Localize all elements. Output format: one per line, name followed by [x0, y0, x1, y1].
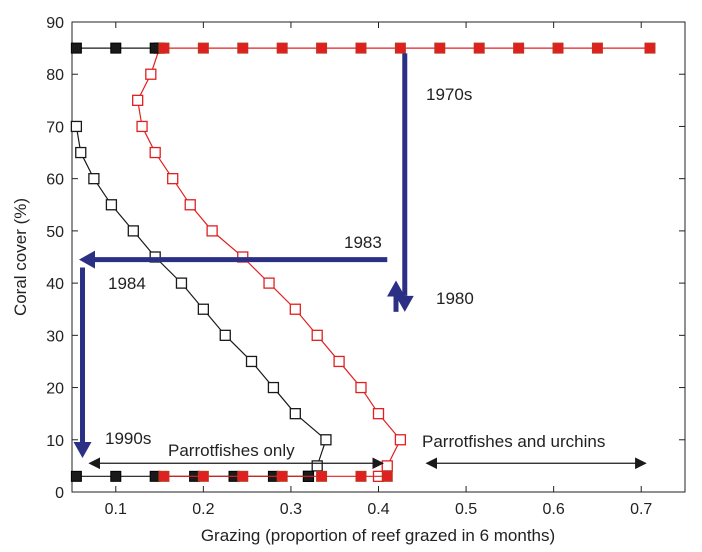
data-point-black-unstable [88, 173, 100, 185]
data-point-red-unstable [136, 120, 148, 133]
x-tick-label: 0.6 [543, 501, 565, 518]
data-point-black-unstable [219, 329, 231, 341]
y-tick-label: 40 [46, 276, 64, 293]
data-point-red-upper [316, 42, 328, 54]
data-point-red-upper [473, 42, 485, 54]
data-point-black-unstable [245, 355, 258, 368]
x-tick-label: 0.4 [367, 501, 389, 518]
arrow-1984-1990s [73, 267, 92, 459]
data-point-black-upper [110, 42, 122, 54]
data-point-black-unstable [105, 199, 118, 211]
data-point-black-unstable [70, 120, 83, 133]
data-point-red-lower [276, 470, 288, 482]
arrow-1970s-1980-head [395, 295, 414, 312]
x-axis-label: Grazing (proportion of reef grazed in 6 … [201, 526, 555, 545]
arrow-1983-1984-head [79, 250, 96, 269]
y-axis-label: Coral cover (%) [11, 198, 30, 316]
y-tick-label: 10 [46, 433, 64, 450]
data-point-red-upper [276, 42, 288, 54]
data-point-red-upper [644, 42, 656, 54]
label-1990s: 1990s [105, 429, 151, 448]
y-tick-label: 50 [46, 224, 64, 241]
data-point-red-unstable [145, 68, 157, 80]
data-point-red-upper [197, 42, 209, 54]
arrow-1980-1983 [387, 280, 406, 312]
data-point-red-upper [434, 42, 446, 54]
label-1983: 1983 [344, 233, 382, 252]
arrow-1980-1983-head [387, 280, 406, 297]
data-point-black-unstable [127, 225, 139, 237]
data-point-red-lower [197, 470, 209, 482]
data-point-black-unstable [289, 408, 301, 420]
label-1970s: 1970s [426, 85, 472, 104]
label-1984: 1984 [108, 274, 146, 293]
label-parrotfishes-only: Parrotfishes only [168, 441, 295, 460]
data-point-red-lower [158, 470, 170, 482]
data-point-black-unstable [175, 277, 188, 289]
tick-layer: 0.1 0.2 0.3 0.4 0.5 0.6 0.7 0 10 20 30 40 50 60 70 80 90 [46, 15, 685, 518]
x-tick-label: 0.5 [455, 501, 477, 518]
data-point-red-upper [513, 42, 525, 54]
data-point-red-unstable [372, 408, 385, 420]
data-point-black-lower [110, 470, 122, 482]
y-tick-label: 90 [46, 15, 64, 32]
y-tick-label: 70 [46, 119, 64, 136]
data-point-red-unstable [149, 146, 161, 159]
data-point-black-upper [70, 42, 82, 54]
data-point-black-unstable [267, 381, 280, 394]
y-tick-label: 20 [46, 381, 64, 398]
data-point-red-upper [158, 42, 170, 54]
arrow-1983-1984 [79, 250, 388, 269]
data-point-black-unstable [197, 303, 210, 315]
arrow-layer [73, 53, 647, 470]
x-tick-label: 0.1 [105, 501, 127, 518]
label-1980: 1980 [436, 289, 474, 308]
x-tick-label: 0.2 [192, 501, 214, 518]
data-point-red-unstable [184, 199, 196, 211]
data-point-red-lower [316, 470, 328, 482]
data-point-red-upper [552, 42, 564, 54]
y-tick-label: 0 [55, 485, 64, 502]
data-point-black-unstable [320, 434, 332, 446]
data-point-red-unstable [289, 303, 301, 315]
data-point-red-lower [355, 470, 367, 482]
data-point-red-unstable [355, 381, 367, 394]
y-tick-label: 80 [46, 67, 64, 84]
label-parrotfishes-and-urchins: Parrotfishes and urchins [422, 432, 605, 451]
data-point-red-unstable [206, 225, 218, 237]
data-point-black-lower [70, 470, 82, 482]
data-point-red-unstable [132, 94, 144, 106]
plot-area [71, 21, 686, 493]
x-tick-label: 0.7 [630, 501, 652, 518]
data-point-black-unstable [311, 460, 323, 472]
series-layer [70, 42, 656, 482]
data-point-red-lower [237, 470, 249, 482]
arrow-1970s-1980 [395, 53, 414, 312]
data-point-red-lower [381, 470, 393, 482]
data-point-black-unstable [75, 146, 87, 159]
data-point-red-unstable [394, 434, 407, 446]
data-point-red-unstable [381, 460, 393, 472]
arrow-1984-1990s-head [73, 442, 92, 459]
data-point-red-unstable [333, 355, 345, 368]
x-tick-label: 0.3 [280, 501, 302, 518]
data-point-red-unstable [167, 173, 179, 185]
data-point-red-upper [591, 42, 603, 54]
data-point-red-upper [355, 42, 367, 54]
data-point-red-unstable [311, 329, 323, 341]
data-point-red-upper [237, 42, 249, 54]
data-point-red-upper [394, 42, 406, 54]
y-tick-label: 60 [46, 172, 64, 189]
y-tick-label: 30 [46, 328, 64, 345]
data-point-red-unstable [263, 277, 275, 289]
